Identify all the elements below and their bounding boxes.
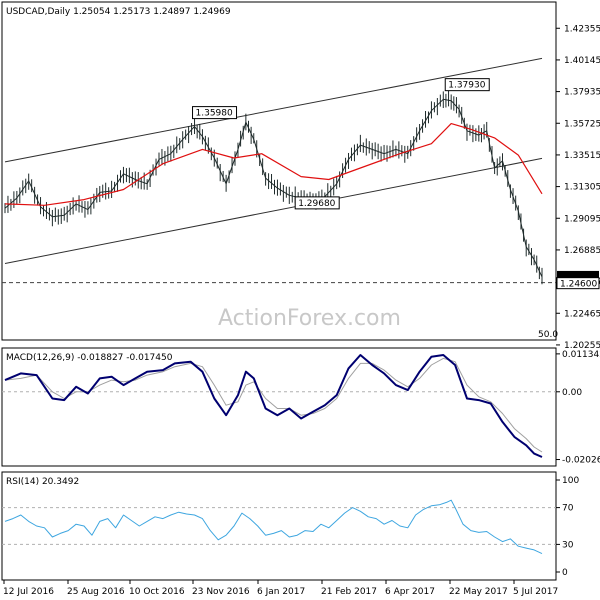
rsi-header: RSI(14) 20.3492 — [6, 477, 79, 487]
price-y-tick-label: 1.42355 — [564, 24, 600, 34]
price-line — [4, 98, 543, 278]
channel-upper-line — [4, 57, 543, 163]
price-y-tick-label: 1.20255 — [564, 341, 600, 351]
annotation-box — [294, 196, 340, 210]
annotation-label: 1.29680 — [298, 199, 335, 209]
support-price-tag — [556, 277, 600, 290]
rsi-y-tick-label: 0 — [562, 568, 568, 578]
moving-average-line — [4, 123, 543, 206]
macd-signal-line — [4, 357, 543, 453]
price-y-tick-label: 1.35725 — [564, 119, 600, 129]
annotation-label: 1.37930 — [448, 81, 485, 91]
x-tick-label: 10 Oct 2016 — [129, 587, 185, 597]
symbol-header: USDCAD,Daily 1.25054 1.25173 1.24897 1.2… — [6, 7, 231, 17]
axes: 1.42355 1.40145 1.37935 1.35725 1.33515 1.313… — [3, 24, 600, 597]
macd-header: MACD(12,26,9) -0.018827 -0.017450 — [6, 353, 173, 363]
price-annotation: 1.35980 — [192, 106, 238, 120]
price-y-tick-label: 1.33515 — [564, 151, 600, 161]
rsi-y-tick-label: 100 — [562, 476, 579, 486]
price-y-tick-label: 1.40145 — [564, 56, 600, 66]
annotation-box — [444, 78, 490, 92]
x-tick-label: 21 Feb 2017 — [321, 587, 377, 597]
macd-panel — [2, 354, 556, 458]
macd-y-tick-label: 0.011342 — [562, 350, 600, 360]
fib-label: 50.0 — [538, 330, 558, 340]
x-tick-label: 6 Jan 2017 — [257, 587, 305, 597]
current-price-tag — [557, 270, 599, 282]
price-annotation: 1.37930 — [444, 78, 490, 92]
x-tick-label: 5 Jul 2017 — [513, 587, 558, 597]
support-price-label: 1.24600 — [560, 280, 597, 290]
price-annotation: 1.29680 — [294, 196, 340, 210]
rsi-y-tick-label: 30 — [562, 540, 574, 550]
macd-y-tick-label: -0.020263 — [562, 456, 600, 466]
price-panel-frame — [1, 1, 557, 341]
macd-panel-frame — [1, 347, 557, 467]
x-tick-label: 22 May 2017 — [449, 587, 508, 597]
rsi-line — [4, 499, 543, 555]
x-tick-label: 23 Nov 2016 — [192, 587, 250, 597]
x-tick-label: 25 Aug 2016 — [67, 587, 125, 597]
price-y-tick-label: 1.29095 — [564, 214, 600, 224]
macd-line — [4, 354, 543, 458]
annotation-label: 1.35980 — [196, 109, 233, 119]
price-y-tick-label: 1.26885 — [564, 246, 600, 256]
x-tick-label: 6 Apr 2017 — [385, 587, 435, 597]
channel-lower-line — [4, 157, 543, 264]
price-panel: 1.35980 1.29680 1.37930 — [2, 57, 556, 285]
annotation-box — [192, 106, 238, 120]
price-y-tick-label: 1.22465 — [564, 309, 600, 319]
rsi-y-tick-label: 70 — [562, 504, 574, 514]
watermark-text: ActionForex.com — [218, 306, 401, 331]
price-y-tick-label: 1.31305 — [564, 183, 600, 193]
price-y-tick-label: 1.37935 — [564, 88, 600, 98]
rsi-panel-frame — [1, 471, 557, 581]
macd-y-tick-label: 0.00 — [562, 388, 582, 398]
x-tick-label: 12 Jul 2016 — [3, 587, 54, 597]
rsi-panel — [2, 499, 556, 555]
